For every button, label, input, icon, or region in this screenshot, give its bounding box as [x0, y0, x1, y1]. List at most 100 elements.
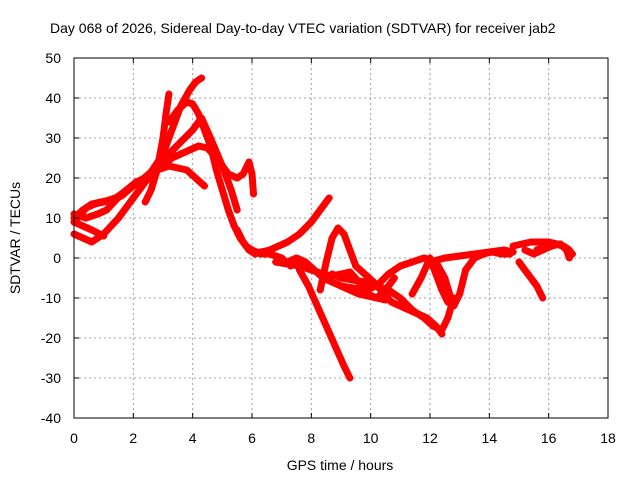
data-point: [456, 290, 464, 298]
data-point: [485, 248, 493, 256]
data-series-group: [70, 74, 576, 382]
data-point: [141, 178, 149, 186]
series-line: [70, 218, 108, 240]
data-point: [352, 262, 360, 270]
data-point: [328, 278, 336, 286]
data-point: [91, 200, 99, 208]
series-arc-20: [533, 240, 573, 254]
data-point: [251, 250, 259, 258]
data-point: [79, 234, 87, 242]
data-point: [233, 226, 241, 234]
data-point: [275, 242, 283, 250]
data-point: [295, 266, 303, 274]
y-tick-label: 30: [45, 130, 61, 146]
plot-frame: [73, 57, 609, 419]
data-point: [316, 286, 324, 294]
data-point: [340, 362, 348, 370]
series-arc-10: [295, 266, 354, 382]
y-tick-label: -40: [41, 410, 61, 426]
data-point: [361, 286, 369, 294]
data-point: [224, 206, 232, 214]
data-point: [147, 186, 155, 194]
data-point: [373, 282, 381, 290]
data-point: [521, 246, 529, 254]
data-point: [245, 158, 253, 166]
data-point: [115, 214, 122, 222]
data-point: [334, 224, 342, 232]
data-point: [272, 258, 280, 266]
data-point: [340, 230, 348, 238]
data-point: [426, 258, 434, 266]
x-tick-label: 6: [248, 430, 256, 446]
data-point: [441, 254, 449, 262]
data-point: [328, 270, 336, 278]
x-tick-label: 16: [541, 430, 557, 446]
data-point: [462, 266, 470, 274]
data-point: [183, 166, 191, 174]
data-point: [293, 254, 300, 262]
series-arc-8: [233, 194, 333, 258]
data-point: [284, 238, 292, 246]
axis-ticks: 0 2 4 6 8 10 12 14 16 18 -40 -30 -20 -10 0 10 20 30 40 50: [41, 50, 616, 446]
data-point: [384, 286, 392, 294]
data-point: [88, 226, 96, 234]
data-point: [132, 178, 140, 186]
data-point: [361, 278, 369, 286]
data-point: [313, 302, 321, 310]
data-point: [542, 242, 550, 250]
data-point: [168, 154, 176, 162]
x-tick-label: 0: [70, 430, 78, 446]
data-point: [408, 258, 416, 266]
data-point: [379, 288, 387, 296]
data-point: [417, 274, 425, 282]
data-point: [310, 266, 318, 274]
data-point: [224, 170, 232, 178]
data-point: [337, 282, 345, 290]
data-point: [248, 170, 256, 178]
data-point: [396, 294, 404, 302]
data-point: [266, 246, 274, 254]
data-point: [444, 298, 452, 306]
data-point: [432, 270, 440, 278]
x-tick-label: 4: [189, 430, 197, 446]
data-point: [521, 266, 529, 274]
data-point: [390, 274, 398, 282]
data-point: [539, 294, 547, 302]
data-point: [307, 218, 315, 226]
grid-lines: [74, 58, 608, 418]
data-point: [186, 86, 194, 94]
data-point: [239, 170, 247, 178]
data-point: [100, 232, 108, 240]
data-point: [349, 284, 357, 292]
data-point: [177, 138, 185, 146]
data-point: [233, 174, 241, 182]
data-point: [201, 126, 209, 134]
data-point: [162, 110, 170, 118]
series-arc-13: [316, 224, 446, 338]
data-point: [384, 270, 392, 278]
data-point: [527, 274, 535, 282]
data-point: [471, 250, 478, 258]
y-tick-label: 50: [45, 50, 61, 66]
data-point: [551, 240, 559, 248]
data-point: [346, 268, 354, 276]
data-point: [346, 374, 354, 382]
series-line: [233, 194, 333, 258]
x-tick-label: 8: [307, 430, 315, 446]
data-point: [373, 294, 381, 302]
x-tick-label: 14: [482, 430, 498, 446]
data-point: [515, 258, 523, 266]
data-point: [301, 258, 309, 266]
y-tick-label: 20: [45, 170, 61, 186]
data-point: [328, 234, 336, 242]
data-point: [117, 190, 125, 198]
data-point: [533, 246, 541, 254]
data-point: [325, 194, 333, 202]
data-point: [212, 166, 220, 174]
data-point: [249, 190, 257, 198]
data-point: [94, 210, 102, 218]
y-tick-label: 40: [45, 90, 61, 106]
data-point: [141, 198, 149, 206]
data-point: [195, 110, 203, 118]
